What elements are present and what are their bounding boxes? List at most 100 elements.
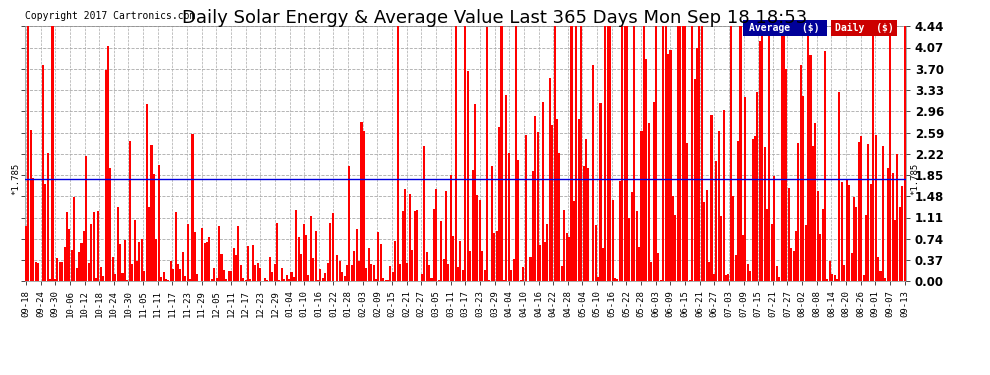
Bar [730, 26, 732, 281]
Bar [363, 131, 365, 281]
Bar [266, 280, 268, 281]
Bar [532, 171, 534, 281]
Bar [397, 26, 399, 281]
Bar [537, 132, 539, 281]
Bar [144, 271, 146, 281]
Bar [565, 233, 567, 281]
Bar [570, 26, 572, 281]
Bar [245, 280, 247, 281]
Bar [662, 26, 664, 281]
Bar [136, 261, 138, 281]
Bar [631, 192, 633, 281]
Bar [592, 65, 594, 281]
Bar [233, 248, 235, 281]
Bar [681, 26, 683, 281]
Bar [457, 267, 459, 281]
Bar [230, 271, 233, 281]
Bar [211, 279, 213, 281]
Bar [548, 78, 550, 281]
Bar [102, 276, 104, 281]
Bar [530, 257, 532, 281]
Bar [221, 254, 223, 281]
Bar [778, 277, 780, 281]
Bar [160, 277, 162, 281]
Bar [300, 254, 302, 281]
Bar [742, 235, 743, 281]
Bar [310, 216, 312, 281]
Bar [619, 181, 621, 281]
Bar [122, 273, 124, 281]
Bar [322, 278, 324, 281]
Bar [107, 46, 109, 281]
Bar [75, 268, 77, 281]
Bar [713, 274, 715, 281]
Bar [372, 265, 374, 281]
Bar [832, 274, 834, 281]
Bar [50, 279, 51, 281]
Bar [382, 278, 384, 281]
Bar [612, 200, 614, 281]
Bar [191, 134, 194, 281]
Bar [887, 168, 889, 281]
Bar [493, 233, 495, 281]
Bar [505, 94, 507, 281]
Bar [155, 239, 157, 281]
Bar [367, 249, 370, 281]
Bar [276, 222, 278, 281]
Bar [626, 26, 628, 281]
Bar [834, 274, 836, 281]
Bar [641, 130, 643, 281]
Bar [872, 26, 874, 281]
Bar [780, 26, 782, 281]
Bar [283, 279, 285, 281]
Bar [235, 255, 237, 281]
Bar [686, 143, 688, 281]
Bar [751, 139, 753, 281]
Bar [454, 26, 456, 281]
Bar [389, 266, 391, 281]
Bar [134, 220, 136, 281]
Bar [510, 270, 512, 281]
Bar [754, 136, 756, 281]
Bar [288, 279, 290, 281]
Bar [228, 272, 230, 281]
Bar [177, 264, 179, 281]
Bar [558, 153, 560, 281]
Bar [904, 26, 906, 281]
Bar [556, 118, 558, 281]
Bar [259, 268, 261, 281]
Bar [129, 141, 131, 281]
Bar [293, 277, 295, 281]
Bar [527, 280, 529, 281]
Bar [758, 40, 761, 281]
Bar [433, 209, 435, 281]
Bar [131, 264, 134, 281]
Bar [85, 156, 87, 281]
Bar [339, 261, 341, 281]
Bar [756, 92, 758, 281]
Bar [471, 170, 473, 281]
Bar [226, 279, 228, 281]
Bar [206, 242, 208, 281]
Bar [80, 243, 82, 281]
Bar [795, 231, 797, 281]
Bar [63, 247, 65, 281]
Bar [370, 264, 372, 281]
Bar [790, 248, 792, 281]
Bar [223, 270, 225, 281]
Bar [587, 168, 589, 281]
Bar [88, 263, 90, 281]
Bar [411, 250, 413, 281]
Bar [667, 54, 669, 281]
Bar [742, 20, 827, 36]
Bar [853, 197, 855, 281]
Bar [174, 212, 176, 281]
Bar [655, 26, 657, 281]
Bar [124, 240, 126, 281]
Bar [466, 71, 468, 281]
Bar [546, 224, 548, 281]
Bar [350, 265, 352, 281]
Bar [416, 210, 418, 281]
Bar [711, 115, 713, 281]
Bar [329, 223, 331, 281]
